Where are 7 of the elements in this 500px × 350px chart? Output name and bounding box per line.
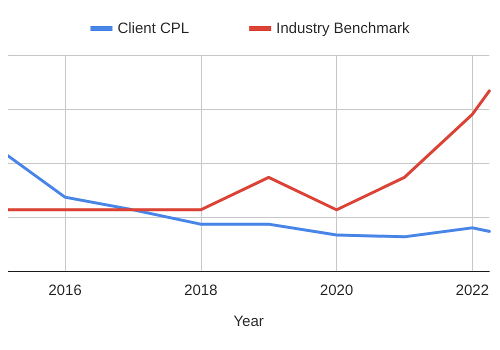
- x-axis-title: Year: [233, 313, 264, 330]
- x-tick-label: 2022: [456, 282, 490, 299]
- x-tick-label: 2020: [320, 282, 354, 299]
- legend-label: Industry Benchmark: [276, 20, 410, 37]
- x-tick-label: 2016: [48, 282, 82, 299]
- x-tick-label: 2018: [184, 282, 218, 299]
- legend-label: Client CPL: [117, 20, 190, 37]
